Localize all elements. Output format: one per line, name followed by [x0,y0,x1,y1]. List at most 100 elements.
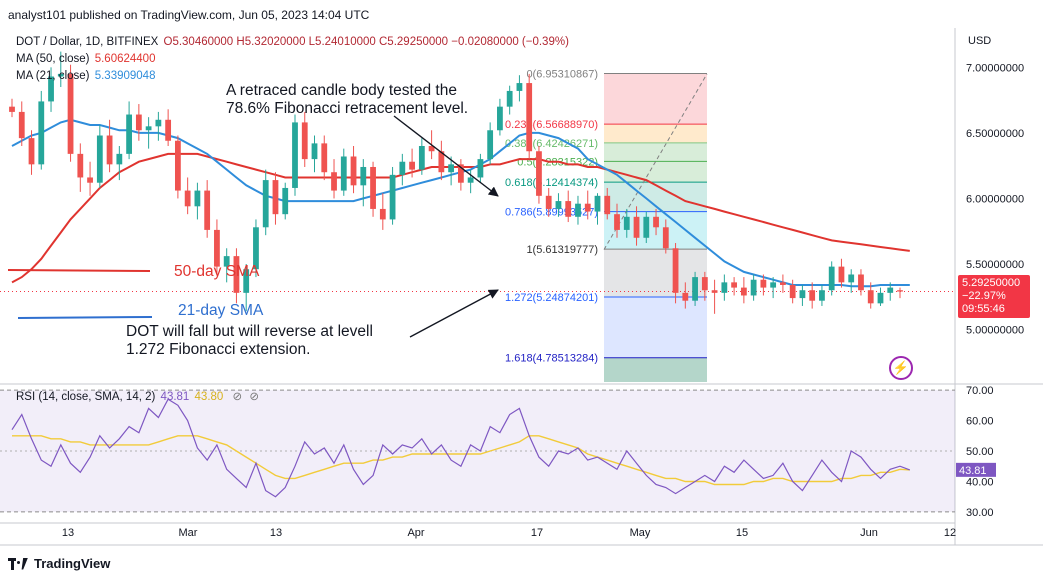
hide-icon[interactable]: ⊘ [232,391,243,403]
candle-body [584,203,591,212]
candle-body [799,290,806,299]
last-price: 5.29250000 [962,277,1021,289]
lightning-icon[interactable]: ⚡ [889,356,913,380]
rsi-line [11,398,911,498]
tradingview-logo-icon [8,557,28,570]
candle [497,98,503,136]
candle-body [321,143,328,173]
ma50-label: MA (50, close) [16,53,90,65]
fib-zone-3 [604,161,707,183]
candle [604,187,611,220]
candle [321,135,328,181]
candle-body [67,73,74,154]
candle [253,219,259,278]
candle-body [292,122,298,188]
candle [662,219,669,254]
rsi-tick-label: 40.00 [966,476,994,488]
candle-body [536,151,542,196]
candle [516,75,523,102]
fib-level-label-7: 1.272(5.24874201) [505,292,598,304]
candle [331,159,337,199]
fib-zone-1 [604,124,707,143]
fib-zone-2 [604,142,707,162]
candle [828,261,835,296]
price-tick-label: 6.50000000 [966,128,1024,140]
candle-body [565,201,572,217]
candle [223,248,230,283]
fib-level-label-2: 0.382(6.42426271) [505,138,598,150]
candle [165,109,172,146]
sma21-marker-line [17,316,153,319]
candle [858,269,864,296]
candle-body [487,130,494,160]
candle [106,119,113,173]
candle [887,282,894,301]
annotation-top-line1: A retraced candle body tested the [226,82,457,99]
fib-zone-6 [604,249,707,297]
candle-body [116,153,123,165]
candle [48,67,54,112]
candle [204,180,211,238]
candle-body [643,216,650,238]
fib-zone-0 [604,73,707,125]
rsi-tick-label: 70.00 [966,385,994,397]
candle [145,117,152,149]
candle [28,130,35,175]
candle [819,284,825,306]
candle-body [96,135,103,183]
candle [672,243,679,304]
candle-body [48,76,54,102]
time-tick-label: 13 [270,527,282,539]
candle-body [448,164,455,173]
price-tick-label: 6.00000000 [966,193,1024,205]
ma21-label: MA (21, close) [16,70,90,82]
candle-body [526,83,533,152]
candle-body [516,83,523,91]
fib-level-label-8: 1.618(4.78513284) [505,353,598,365]
sma50-annotation: 50-day SMA [174,263,260,280]
candle-body [809,290,816,301]
candle-body [770,282,777,288]
candle-body [497,106,503,131]
candle-body [145,126,152,131]
candle [467,169,474,194]
candle-body [848,274,855,283]
candle [789,279,796,304]
candle-body [653,216,659,228]
candle [584,190,591,220]
candle-body [721,282,728,293]
candle [77,143,84,192]
annotation-bottom-line2: 1.272 Fibonacci extension. [126,341,311,358]
publisher-text: analyst101 published on TradingView.com,… [8,8,370,22]
candle-body [780,282,786,285]
candle-body [360,166,367,186]
rsi-tick-label: 50.00 [966,446,994,458]
candle-body [467,177,474,183]
candle-body [9,106,15,112]
annotation-bottom-line1: DOT will fall but will reverse at levell [126,323,373,340]
candle [614,203,620,238]
candle [575,195,581,225]
candle-body [867,290,874,304]
candle [653,208,659,236]
time-tick-label: 17 [531,527,543,539]
rsi-sma-line [12,435,910,486]
candle [780,274,786,293]
candle [340,148,347,196]
candle [311,135,318,173]
footer-brand[interactable]: TradingView [8,556,110,571]
hide-icon-2[interactable]: ⊘ [249,391,259,403]
candle-body [272,180,279,215]
rsi-tick-label: 30.00 [966,507,994,519]
candle-body [389,174,396,220]
candle-body [135,114,142,131]
candle-body [87,177,93,183]
candle [174,135,181,199]
candle-body [204,190,211,230]
candle-body [438,151,445,173]
candle [477,153,484,183]
price-tick-label: 5.00000000 [966,325,1024,337]
candle [184,177,191,215]
candle-body [428,146,435,152]
